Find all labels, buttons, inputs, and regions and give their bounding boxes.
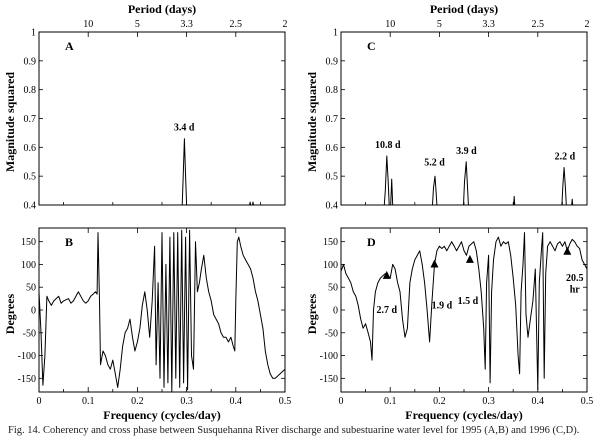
y-tick-label: 0.6	[326, 143, 339, 154]
y-tick-label: 1	[31, 28, 36, 39]
panel-b: -150 -100 -50 0 50 100 150 0 0.1 0.2 0.3 0.4 0.5 Freq…	[3, 227, 292, 422]
x-axis-title: Frequency (cycles/day)	[405, 408, 522, 422]
marker-triangle	[563, 246, 572, 255]
series-line	[571, 198, 574, 206]
x-tick-label: 0.5	[581, 396, 594, 407]
x-tick-label: 0.1	[82, 396, 95, 407]
y-tick-label: 0.6	[24, 143, 37, 154]
x-tick-label: 0.2	[131, 396, 144, 407]
top-tick-label: 10	[83, 19, 93, 30]
y-tick-label: 1	[333, 28, 338, 39]
y-tick-label: 150	[21, 237, 36, 248]
y-tick-label: 0.9	[326, 56, 339, 67]
top-tick-label: 3.3	[482, 19, 495, 30]
panel-label: B	[65, 235, 73, 249]
series-line	[383, 155, 390, 206]
panel-c: 0.4 0.5 0.6 0.7 0.8 0.9 1 10 5 3.3 2.5 2 Period (day…	[305, 2, 590, 212]
y-tick-label: 0.4	[24, 201, 37, 212]
data-label: 1.9 d	[432, 300, 453, 311]
plot-frame	[340, 31, 588, 206]
panel-d: -150 -100 -50 0 50 100 150 0 0.1 0.2 0.3 0.4 0.5 Freq…	[305, 227, 594, 422]
y-axis-title: Magnitude squared	[305, 72, 319, 172]
top-axis-title: Period (days)	[128, 2, 196, 16]
y-tick-label: 150	[323, 237, 338, 248]
panel-label: C	[367, 39, 376, 53]
series-line	[390, 178, 394, 206]
y-tick-label: 100	[21, 260, 36, 271]
series-line	[181, 138, 188, 206]
y-tick-label: 50	[328, 283, 338, 294]
plot-frame	[38, 31, 286, 206]
panel-a: 0.4 0.5 0.6 0.7 0.8 0.9 1 10 5 3.3 2.5 2 Period (day…	[3, 2, 288, 212]
top-tick-label: 3.3	[180, 19, 193, 30]
x-tick-label: 0.4	[230, 396, 243, 407]
y-axis-title: Degrees	[305, 293, 319, 334]
y-tick-label: -50	[23, 328, 36, 339]
y-tick-label: 0.8	[24, 85, 37, 96]
data-label: 3.4 d	[174, 123, 195, 134]
series-line	[513, 195, 516, 206]
series-line	[249, 201, 252, 206]
y-tick-label: 100	[323, 260, 338, 271]
y-tick-label: -100	[18, 351, 36, 362]
y-tick-label: 0	[333, 306, 338, 317]
y-tick-label: -50	[325, 328, 338, 339]
x-tick-label: 0	[339, 396, 344, 407]
x-tick-label: 0	[37, 396, 42, 407]
y-tick-label: 0	[31, 306, 36, 317]
x-tick-label: 0.3	[180, 396, 193, 407]
figure-caption: Fig. 14. Coherency and cross phase betwe…	[8, 425, 580, 436]
series-line	[38, 229, 286, 393]
data-label: 2.2 d	[555, 152, 576, 163]
x-tick-label: 0.1	[384, 396, 397, 407]
y-tick-label: 0.7	[24, 114, 37, 125]
y-tick-label: -150	[320, 374, 338, 385]
x-axis-title: Frequency (cycles/day)	[103, 408, 220, 422]
data-label: 20.5	[566, 273, 584, 284]
panel-label: D	[367, 235, 376, 249]
x-tick-label: 0.3	[482, 396, 495, 407]
series-line	[561, 167, 567, 206]
series-line	[340, 232, 588, 391]
top-tick-label: 2	[283, 19, 288, 30]
y-tick-label: 0.5	[326, 172, 339, 183]
data-label: 10.8 d	[375, 140, 401, 151]
y-tick-label: 50	[26, 283, 36, 294]
y-axis-title: Magnitude squared	[3, 72, 17, 172]
panel-label: A	[65, 39, 74, 53]
x-tick-label: 0.5	[279, 396, 292, 407]
data-label: 3.9 d	[456, 146, 477, 157]
y-tick-label: 0.7	[326, 114, 339, 125]
series-line	[463, 161, 469, 206]
top-tick-label: 2.5	[532, 19, 545, 30]
y-tick-label: 0.9	[24, 56, 37, 67]
data-label: 5.2 d	[424, 157, 445, 168]
marker-triangle	[382, 270, 391, 279]
series-line	[432, 175, 438, 206]
series-line	[252, 201, 254, 206]
y-tick-label: -100	[320, 351, 338, 362]
y-tick-label: 0.8	[326, 85, 339, 96]
marker-triangle	[430, 259, 439, 268]
y-tick-label: 0.5	[24, 172, 37, 183]
data-label: 2.7 d	[376, 305, 397, 316]
data-label: hr	[570, 284, 581, 295]
y-axis-title: Degrees	[3, 293, 17, 334]
x-tick-label: 0.2	[433, 396, 446, 407]
data-label: 1.5 d	[458, 296, 479, 307]
top-tick-label: 2.5	[230, 19, 243, 30]
marker-triangle	[465, 254, 474, 263]
top-tick-label: 5	[437, 19, 442, 30]
top-axis-title: Period (days)	[430, 2, 498, 16]
top-tick-label: 10	[385, 19, 395, 30]
top-tick-label: 2	[585, 19, 590, 30]
y-tick-label: -150	[18, 374, 36, 385]
x-tick-label: 0.4	[532, 396, 545, 407]
top-tick-label: 5	[135, 19, 140, 30]
y-tick-label: 0.4	[326, 201, 339, 212]
